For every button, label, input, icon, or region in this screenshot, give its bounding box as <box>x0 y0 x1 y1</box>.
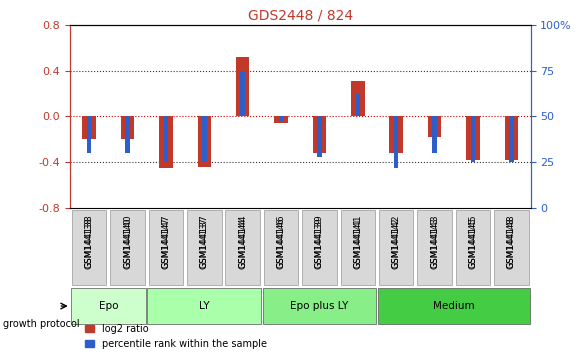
FancyBboxPatch shape <box>262 289 376 324</box>
Text: GSM144148: GSM144148 <box>507 214 516 269</box>
Text: GSM144141: GSM144141 <box>353 214 362 269</box>
Text: GSM144141: GSM144141 <box>353 217 362 268</box>
Text: Epo plus LY: Epo plus LY <box>290 301 349 311</box>
Text: GSM144143: GSM144143 <box>430 217 439 268</box>
Bar <box>121 116 134 139</box>
Bar <box>198 116 211 167</box>
Text: GSM144147: GSM144147 <box>161 214 170 269</box>
Text: GSM144140: GSM144140 <box>123 214 132 269</box>
Text: GSM144142: GSM144142 <box>392 214 401 269</box>
Bar <box>470 116 475 162</box>
Text: LY: LY <box>199 301 210 311</box>
FancyBboxPatch shape <box>264 210 298 285</box>
Text: growth protocol: growth protocol <box>3 319 79 329</box>
Text: Medium: Medium <box>433 301 475 311</box>
Bar <box>312 116 326 153</box>
FancyBboxPatch shape <box>72 210 107 285</box>
FancyBboxPatch shape <box>378 289 530 324</box>
Text: GSM144145: GSM144145 <box>469 217 477 268</box>
Legend: log2 ratio, percentile rank within the sample: log2 ratio, percentile rank within the s… <box>80 320 271 353</box>
Text: GSM144145: GSM144145 <box>469 214 477 269</box>
Bar <box>389 116 403 153</box>
FancyBboxPatch shape <box>302 210 337 285</box>
Bar <box>317 116 322 157</box>
FancyBboxPatch shape <box>494 210 529 285</box>
Bar <box>466 116 480 160</box>
Bar <box>279 116 283 122</box>
Text: GSM144146: GSM144146 <box>276 217 286 268</box>
Text: GSM144148: GSM144148 <box>507 217 516 268</box>
FancyBboxPatch shape <box>71 289 146 324</box>
Text: GSM144137: GSM144137 <box>200 214 209 269</box>
Text: GSM144139: GSM144139 <box>315 217 324 268</box>
FancyBboxPatch shape <box>187 210 222 285</box>
Bar <box>159 116 173 168</box>
Text: Epo: Epo <box>99 301 118 311</box>
FancyBboxPatch shape <box>340 210 375 285</box>
Bar <box>125 116 130 153</box>
Bar <box>240 70 245 116</box>
FancyBboxPatch shape <box>379 210 413 285</box>
Text: GSM144144: GSM144144 <box>238 214 247 269</box>
Text: GSM144146: GSM144146 <box>276 214 286 269</box>
Bar <box>356 95 360 116</box>
FancyBboxPatch shape <box>456 210 490 285</box>
Bar <box>202 116 206 162</box>
FancyBboxPatch shape <box>226 210 260 285</box>
Text: GSM144138: GSM144138 <box>85 217 94 268</box>
Bar <box>509 116 514 162</box>
Bar <box>236 57 250 116</box>
FancyBboxPatch shape <box>149 210 183 285</box>
Bar <box>351 81 364 116</box>
Bar <box>428 116 441 137</box>
Text: GSM144143: GSM144143 <box>430 214 439 269</box>
Bar <box>87 116 92 153</box>
Bar <box>275 116 288 123</box>
Text: GSM144147: GSM144147 <box>161 217 170 268</box>
Bar <box>432 116 437 153</box>
Bar <box>505 116 518 160</box>
Text: GSM144139: GSM144139 <box>315 214 324 269</box>
Text: GSM144140: GSM144140 <box>123 217 132 268</box>
Title: GDS2448 / 824: GDS2448 / 824 <box>248 8 353 22</box>
FancyBboxPatch shape <box>417 210 452 285</box>
FancyBboxPatch shape <box>110 210 145 285</box>
Text: GSM144138: GSM144138 <box>85 214 94 269</box>
FancyBboxPatch shape <box>147 289 261 324</box>
Text: GSM144137: GSM144137 <box>200 217 209 268</box>
Bar <box>164 116 168 162</box>
Bar <box>394 116 399 168</box>
Text: GSM144142: GSM144142 <box>392 217 401 268</box>
Text: GSM144144: GSM144144 <box>238 217 247 268</box>
Bar <box>82 116 96 139</box>
